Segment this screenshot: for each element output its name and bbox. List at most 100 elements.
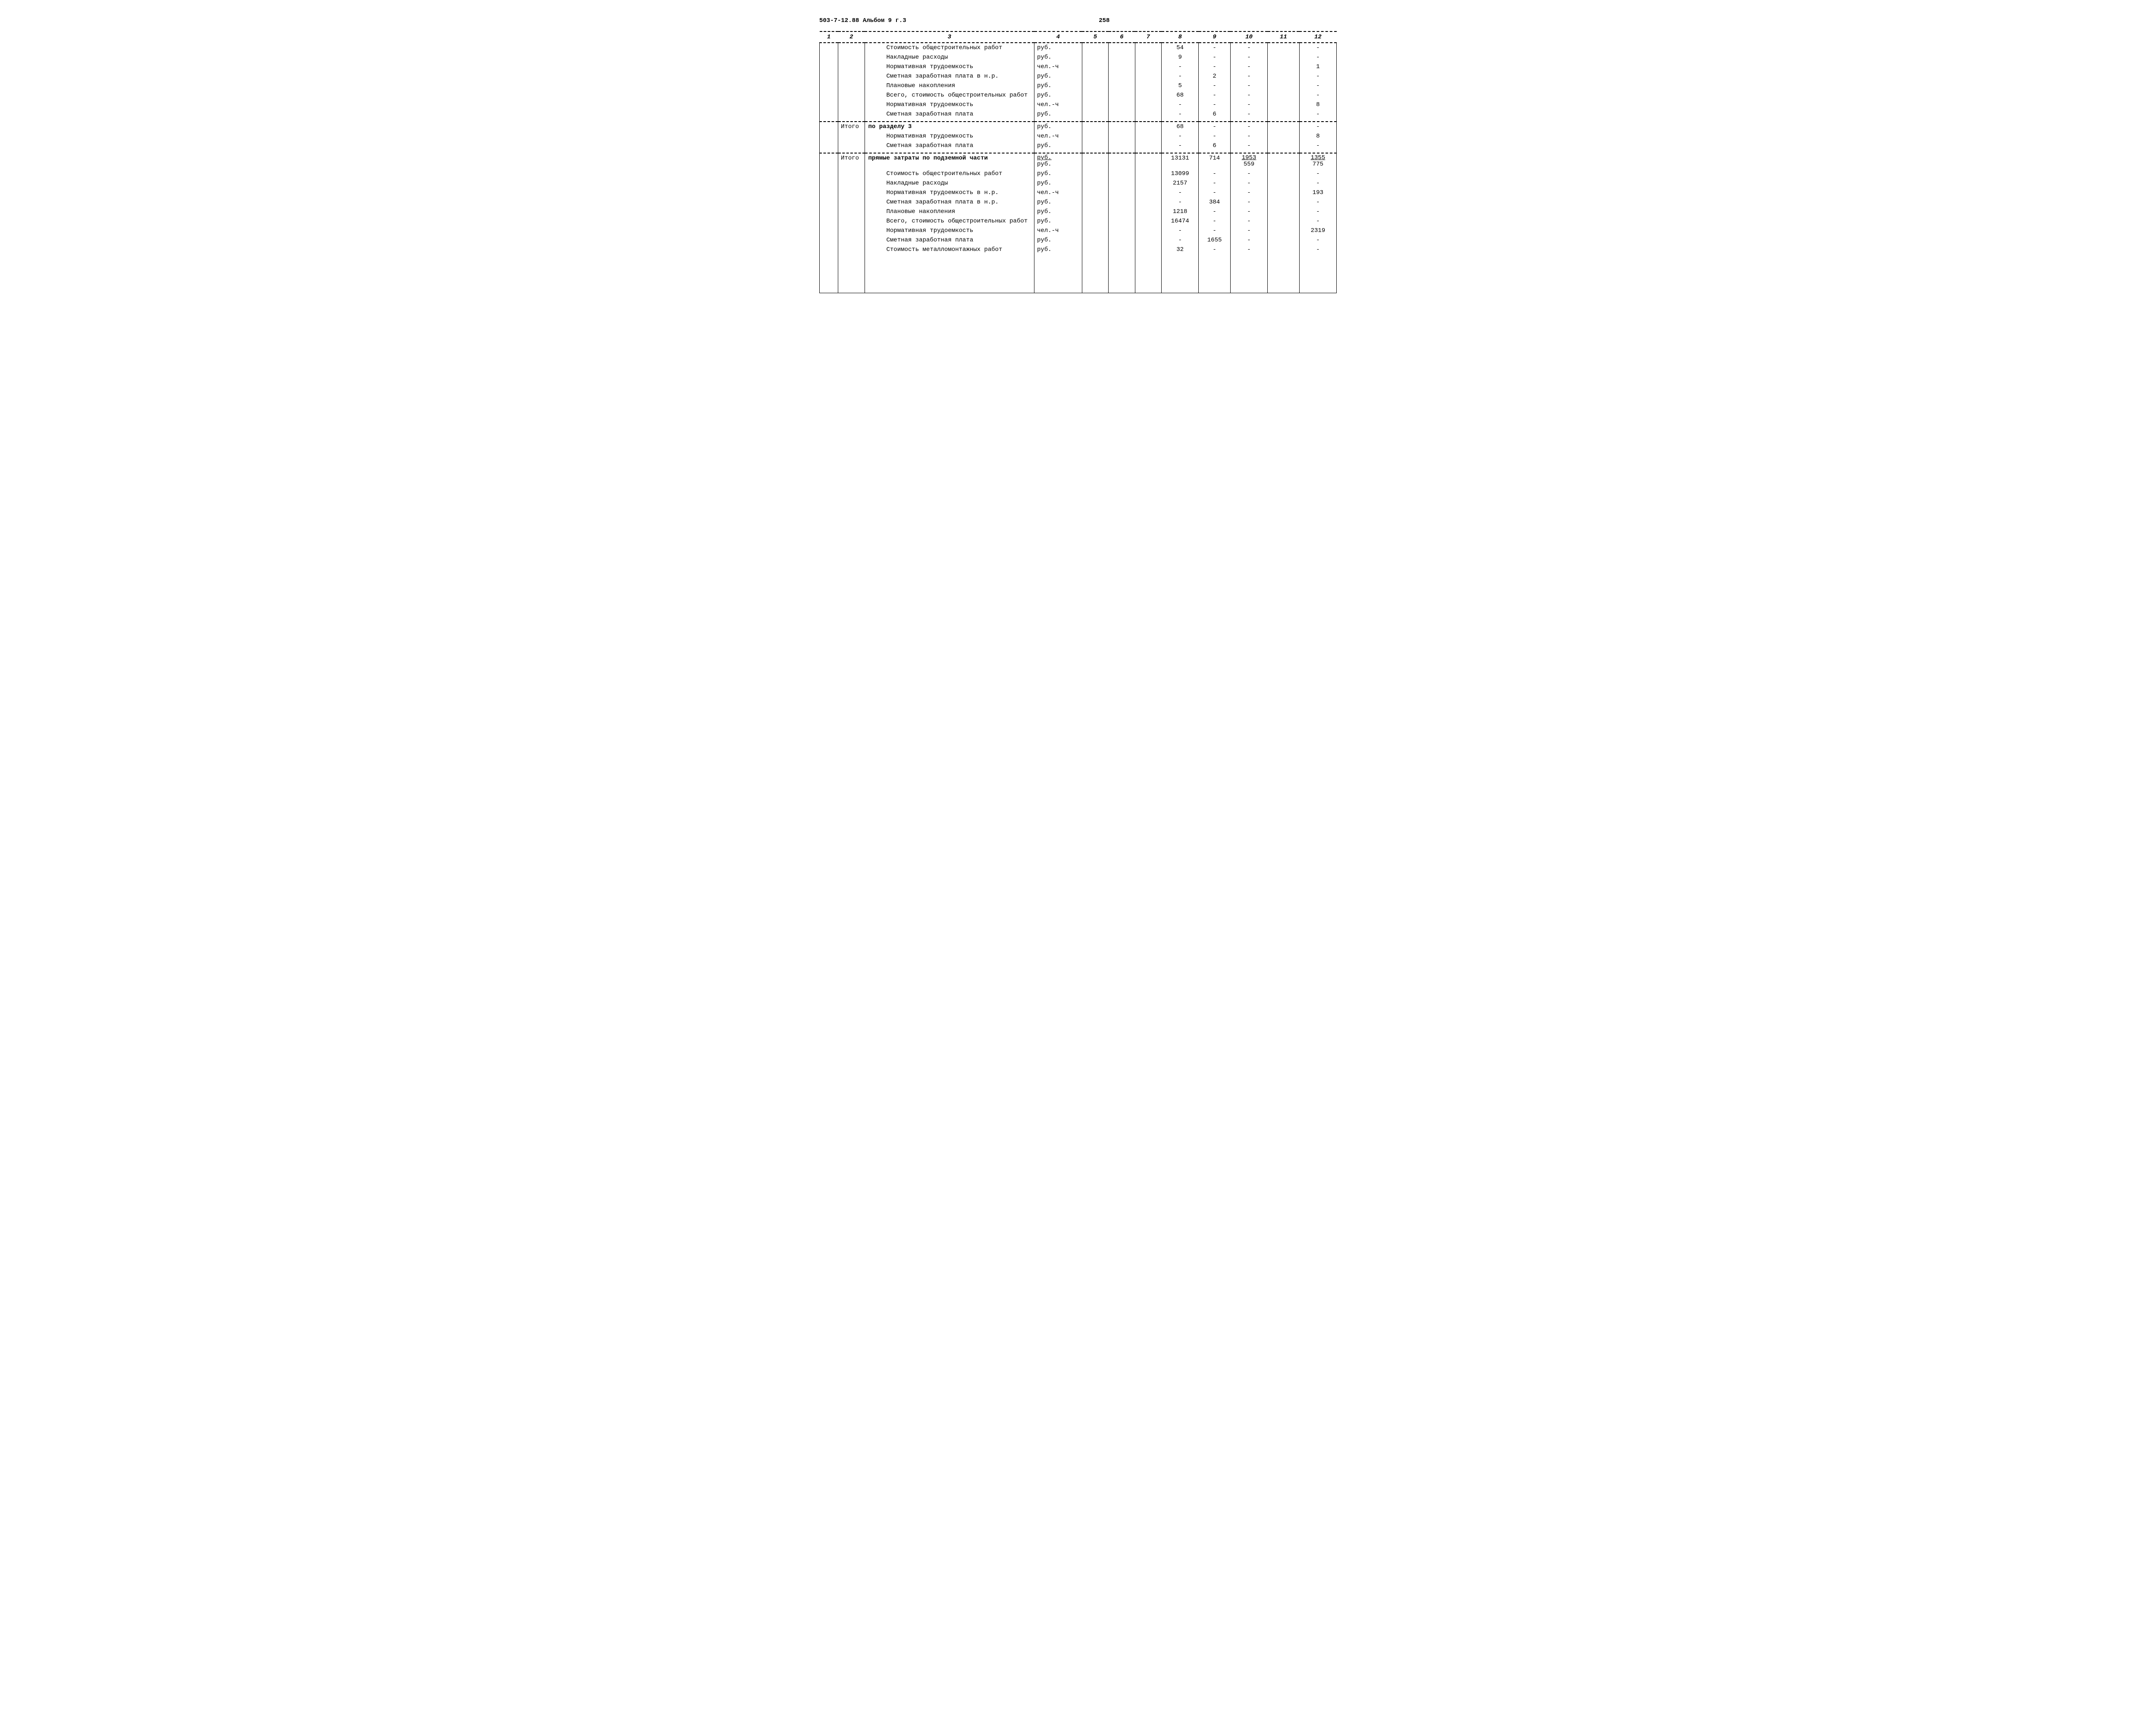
col10: - bbox=[1230, 216, 1267, 226]
col9: - bbox=[1199, 62, 1231, 72]
col1 bbox=[820, 245, 838, 254]
description: Нормативная трудоемкость bbox=[865, 100, 1034, 110]
col7 bbox=[1135, 169, 1161, 179]
col6 bbox=[1109, 62, 1135, 72]
unit: руб. bbox=[1034, 72, 1082, 81]
col10: - bbox=[1230, 110, 1267, 119]
col7 bbox=[1135, 132, 1161, 141]
table-row: Сметная заработная платаруб.-6-- bbox=[820, 141, 1337, 150]
col8: 13131 bbox=[1162, 153, 1199, 169]
col8: 68 bbox=[1162, 91, 1199, 100]
col7 bbox=[1135, 81, 1161, 91]
col-header: 12 bbox=[1299, 31, 1336, 43]
col11 bbox=[1268, 43, 1300, 53]
col11 bbox=[1268, 72, 1300, 81]
col-header: 11 bbox=[1268, 31, 1300, 43]
col10: - bbox=[1230, 100, 1267, 110]
col8: - bbox=[1162, 226, 1199, 235]
col8: 68 bbox=[1162, 122, 1199, 132]
col7 bbox=[1135, 226, 1161, 235]
col1 bbox=[820, 110, 838, 119]
description: Всего, стоимость общестроительных работ bbox=[865, 216, 1034, 226]
col7 bbox=[1135, 43, 1161, 53]
unit: руб. bbox=[1034, 197, 1082, 207]
table-row: Итогопо разделу 3руб.68--- bbox=[820, 122, 1337, 132]
description: Накладные расходы bbox=[865, 53, 1034, 62]
col1 bbox=[820, 179, 838, 188]
unit: руб. bbox=[1034, 207, 1082, 216]
col6 bbox=[1109, 207, 1135, 216]
col5 bbox=[1082, 188, 1108, 197]
col12: 1 bbox=[1299, 62, 1336, 72]
col-header: 10 bbox=[1230, 31, 1267, 43]
col1 bbox=[820, 226, 838, 235]
col6 bbox=[1109, 81, 1135, 91]
col7 bbox=[1135, 235, 1161, 245]
col8: 2157 bbox=[1162, 179, 1199, 188]
col1 bbox=[820, 207, 838, 216]
col5 bbox=[1082, 153, 1108, 169]
description: Плановые накопления bbox=[865, 207, 1034, 216]
col8: - bbox=[1162, 100, 1199, 110]
unit: руб. bbox=[1034, 235, 1082, 245]
unit: чел.-ч bbox=[1034, 188, 1082, 197]
table-row: Сметная заработная платаруб.-6-- bbox=[820, 110, 1337, 119]
doc-id: 503-7-12.88 Альбом 9 г.3 bbox=[819, 17, 906, 24]
col9: - bbox=[1199, 132, 1231, 141]
unit: чел.-ч bbox=[1034, 226, 1082, 235]
col7 bbox=[1135, 153, 1161, 169]
col7 bbox=[1135, 141, 1161, 150]
col6 bbox=[1109, 188, 1135, 197]
col2 bbox=[838, 235, 865, 245]
col8: - bbox=[1162, 132, 1199, 141]
col12: - bbox=[1299, 81, 1336, 91]
col2 bbox=[838, 169, 865, 179]
col2 bbox=[838, 43, 865, 53]
table-row: Нормативная трудоемкостьчел.-ч---8 bbox=[820, 132, 1337, 141]
col9: - bbox=[1199, 53, 1231, 62]
col2 bbox=[838, 179, 865, 188]
column-header-row: 1 2 3 4 5 6 7 8 9 10 11 12 bbox=[820, 31, 1337, 43]
col8: 13099 bbox=[1162, 169, 1199, 179]
col9: - bbox=[1199, 100, 1231, 110]
col12: 8 bbox=[1299, 132, 1336, 141]
unit: руб. bbox=[1034, 53, 1082, 62]
table-row: Стоимость общестроительных работруб.1309… bbox=[820, 169, 1337, 179]
table-row: Плановые накопленияруб.5--- bbox=[820, 81, 1337, 91]
col6 bbox=[1109, 141, 1135, 150]
col2 bbox=[838, 216, 865, 226]
col9: 6 bbox=[1199, 141, 1231, 150]
col9: - bbox=[1199, 179, 1231, 188]
col12: - bbox=[1299, 141, 1336, 150]
col8: 54 bbox=[1162, 43, 1199, 53]
col5 bbox=[1082, 179, 1108, 188]
col8: - bbox=[1162, 62, 1199, 72]
col12: 8 bbox=[1299, 100, 1336, 110]
col9: 714 bbox=[1199, 153, 1231, 169]
col8: - bbox=[1162, 235, 1199, 245]
col-header: 2 bbox=[838, 31, 865, 43]
col8: - bbox=[1162, 141, 1199, 150]
col2 bbox=[838, 245, 865, 254]
col-header: 1 bbox=[820, 31, 838, 43]
description: Всего, стоимость общестроительных работ bbox=[865, 91, 1034, 100]
description: Сметная заработная плата bbox=[865, 235, 1034, 245]
col6 bbox=[1109, 110, 1135, 119]
col1 bbox=[820, 72, 838, 81]
col-header: 6 bbox=[1109, 31, 1135, 43]
unit: руб. bbox=[1034, 122, 1082, 132]
col5 bbox=[1082, 72, 1108, 81]
table-row: Стоимость общестроительных работруб.54--… bbox=[820, 43, 1337, 53]
col10: - bbox=[1230, 91, 1267, 100]
col6 bbox=[1109, 132, 1135, 141]
col10: - bbox=[1230, 62, 1267, 72]
col5 bbox=[1082, 91, 1108, 100]
description: Нормативная трудоемкость bbox=[865, 226, 1034, 235]
description: Сметная заработная плата в н.р. bbox=[865, 197, 1034, 207]
col6 bbox=[1109, 245, 1135, 254]
col9: - bbox=[1199, 81, 1231, 91]
col1 bbox=[820, 91, 838, 100]
col11 bbox=[1268, 110, 1300, 119]
description: Плановые накопления bbox=[865, 81, 1034, 91]
description: Сметная заработная плата bbox=[865, 110, 1034, 119]
